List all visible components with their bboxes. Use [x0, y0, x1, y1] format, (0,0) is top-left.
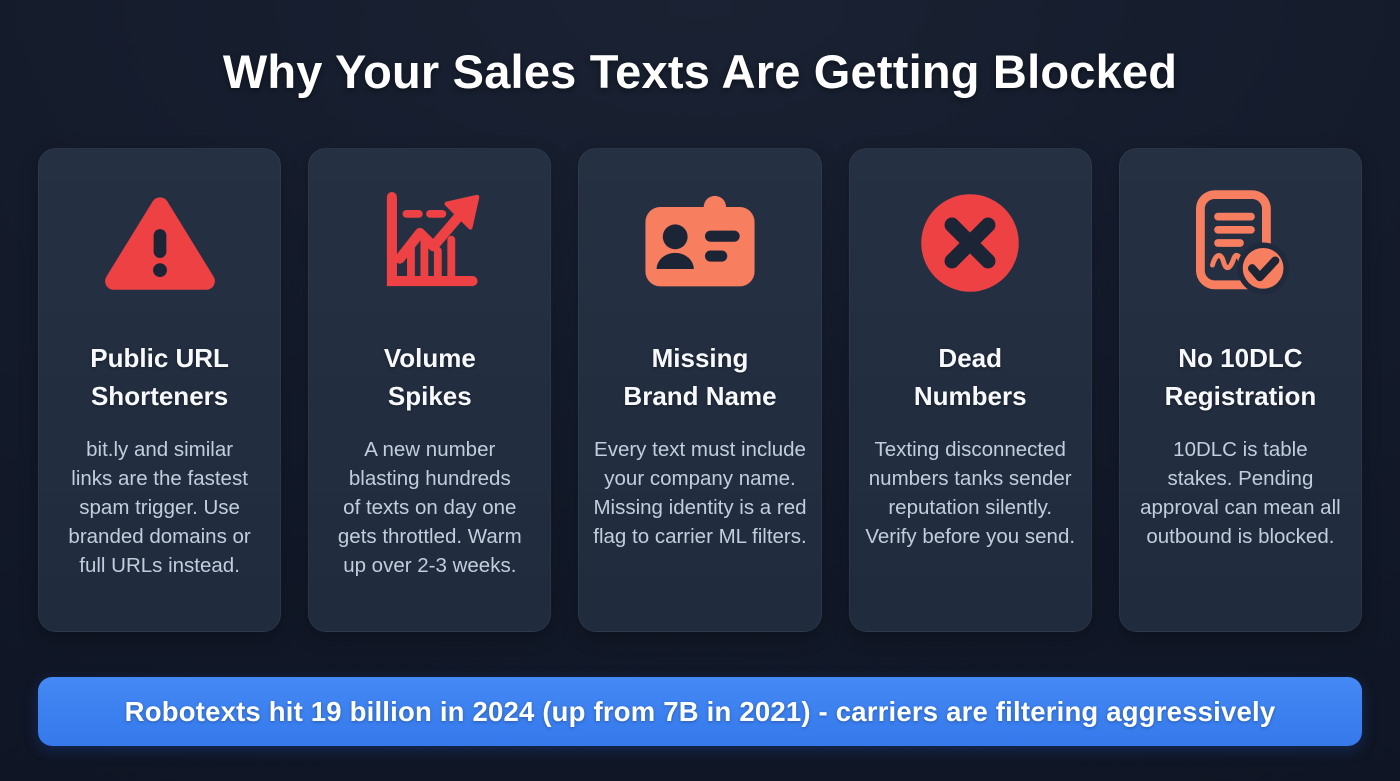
rising-chart-icon: [321, 185, 538, 301]
warning-triangle-icon: [51, 185, 268, 301]
card-title: Public URL Shorteners: [90, 343, 229, 411]
card-title: Volume Spikes: [383, 343, 476, 411]
reasons-card-row: Public URL Shorteners bit.ly and similar…: [38, 148, 1363, 632]
card-title: No 10DLC Registration: [1164, 343, 1317, 411]
infographic: Why Your Sales Texts Are Getting Blocked…: [0, 46, 1400, 781]
card-title: Missing Brand Name: [623, 343, 777, 411]
card-no-10dlc-registration: No 10DLC Registration 10DLC is table sta…: [1118, 148, 1363, 632]
card-description: Texting disconnected numbers tanks sende…: [865, 438, 1076, 548]
page-title: Why Your Sales Texts Are Getting Blocked: [222, 45, 1178, 98]
card-description: A new number blasting hundreds of texts …: [337, 438, 522, 577]
stat-banner: Robotexts hit 19 billion in 2024 (up fro…: [38, 677, 1362, 746]
stat-banner-text: Robotexts hit 19 billion in 2024 (up fro…: [124, 695, 1276, 727]
card-dead-numbers: Dead Numbers Texting disconnected number…: [848, 148, 1092, 632]
x-circle-icon: [862, 185, 1079, 301]
card-title: Dead Numbers: [913, 343, 1027, 411]
id-badge-icon: [591, 185, 808, 301]
card-public-url-shorteners: Public URL Shorteners bit.ly and similar…: [38, 148, 282, 632]
card-volume-spikes: Volume Spikes A new number blasting hund…: [308, 148, 552, 632]
card-description: 10DLC is table stakes. Pending approval …: [1140, 438, 1341, 548]
card-description: Every text must include your company nam…: [593, 438, 807, 548]
card-missing-brand-name: Missing Brand Name Every text must inclu…: [578, 148, 822, 632]
card-description: bit.ly and similar links are the fastest…: [68, 438, 251, 577]
signed-document-icon: [1132, 185, 1349, 301]
